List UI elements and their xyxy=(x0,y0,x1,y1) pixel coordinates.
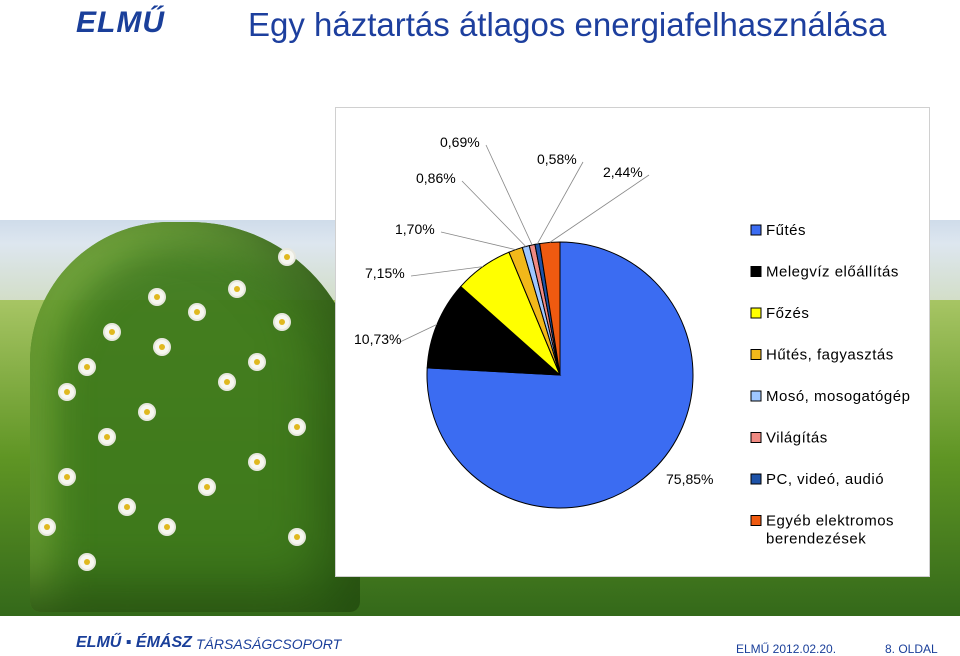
legend-swatch xyxy=(750,515,762,526)
daisy-flower xyxy=(190,305,204,319)
daisy-flower xyxy=(60,470,74,484)
daisy-flower xyxy=(230,282,244,296)
legend-label: Főzés xyxy=(766,305,809,322)
daisy-flower xyxy=(150,290,164,304)
leader-line xyxy=(536,161,584,245)
daisy-flower xyxy=(280,250,294,264)
leader-line xyxy=(485,144,533,246)
leader-line xyxy=(461,180,527,247)
data-label: 7,15% xyxy=(365,265,405,281)
leader-line xyxy=(440,231,516,251)
daisy-flower xyxy=(290,420,304,434)
daisy-flower xyxy=(160,520,174,534)
legend-swatch xyxy=(750,390,762,402)
data-label: 0,58% xyxy=(537,151,577,167)
daisy-flower xyxy=(80,360,94,374)
leader-line xyxy=(549,174,650,243)
data-label: 75,85% xyxy=(666,471,713,487)
footer xyxy=(0,616,960,656)
legend-label: berendezések xyxy=(766,531,866,548)
legend-label: Fűtés xyxy=(766,222,806,239)
daisy-flower xyxy=(250,455,264,469)
legend-label: PC, videó, audió xyxy=(766,471,884,488)
leader-line xyxy=(410,266,483,277)
legend-label: Hűtés, fagyasztás xyxy=(766,347,894,364)
legend-swatch xyxy=(750,432,762,443)
pie-slice xyxy=(426,285,562,376)
daisy-flower xyxy=(250,355,264,369)
footer-logo: ELMŰ ▪ ÉMÁSZ xyxy=(76,634,192,651)
page-number: 8. OLDAL xyxy=(885,642,938,656)
grass-house-image xyxy=(30,222,360,612)
legend-swatch xyxy=(750,307,762,319)
elmu-logo: ELMŰ xyxy=(76,6,165,39)
daisy-flower xyxy=(120,500,134,514)
daisy-flower xyxy=(200,480,214,494)
daisy-flower xyxy=(100,430,114,444)
daisy-flower xyxy=(60,385,74,399)
legend-swatch xyxy=(750,473,762,485)
daisy-flower xyxy=(155,340,169,354)
data-label: 1,70% xyxy=(395,221,435,237)
legend-label: Mosó, mosogatógép xyxy=(766,388,910,405)
leader-line xyxy=(399,324,438,343)
legend-swatch xyxy=(750,349,762,360)
daisy-flower xyxy=(80,555,94,569)
data-label: 10,73% xyxy=(354,331,401,347)
daisy-flower xyxy=(290,530,304,544)
data-label: 0,69% xyxy=(440,134,480,150)
data-label: 2,44% xyxy=(603,164,643,180)
legend-swatch xyxy=(750,266,762,277)
daisy-flower xyxy=(140,405,154,419)
legend-label: Melegvíz előállítás xyxy=(766,264,899,281)
daisy-flower xyxy=(275,315,289,329)
data-label: 0,86% xyxy=(416,170,456,186)
daisy-flower xyxy=(40,520,54,534)
page-title: Egy háztartás átlagos energiafelhasználá… xyxy=(248,6,887,43)
footer-group-label: TÁRSASÁGCSOPORT xyxy=(196,636,342,652)
legend-swatch xyxy=(750,224,762,236)
legend-label: Világítás xyxy=(766,430,828,447)
daisy-flower xyxy=(220,375,234,389)
legend-label: Egyéb elektromos xyxy=(766,513,894,530)
daisy-flower xyxy=(105,325,119,339)
footer-date: ELMŰ 2012.02.20. xyxy=(736,642,837,656)
